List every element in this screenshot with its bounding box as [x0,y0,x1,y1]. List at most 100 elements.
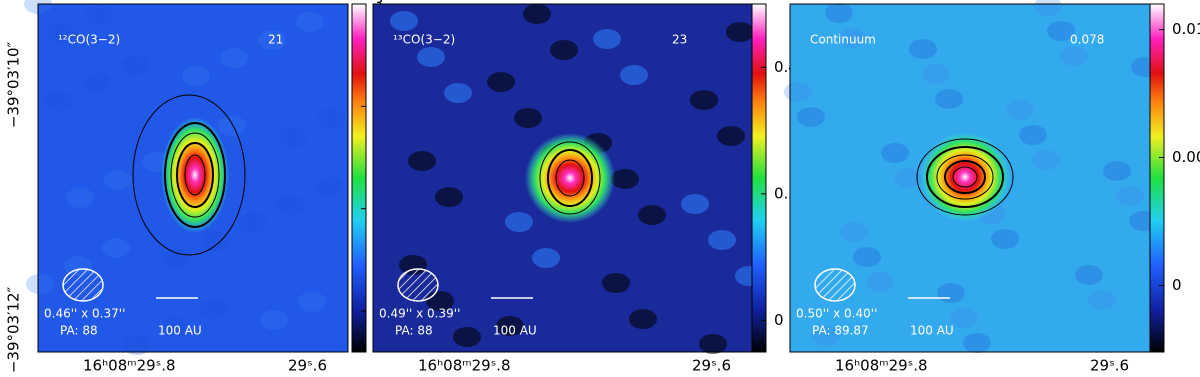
noise [1103,161,1131,181]
noise [453,327,481,347]
noise [894,168,922,188]
noise [699,334,727,354]
noise [1019,125,1047,145]
noise [408,151,436,171]
noise [514,108,542,128]
contour [926,146,1004,208]
noise [523,4,551,24]
noise [708,230,736,250]
noise [66,188,94,208]
noise [550,40,578,60]
noise [182,66,210,86]
noise [260,310,288,330]
noise [163,249,191,269]
noise [784,82,812,102]
scale-label: 100 AU [910,324,954,338]
noise [390,11,418,31]
noise [1060,46,1088,66]
noise [123,335,151,355]
x-tick-label: 29ˢ.6 [288,357,327,375]
y-tick-label: −39°03′10″ [5,41,23,128]
noise [1116,186,1144,206]
noise [991,229,1019,249]
noise [1047,21,1075,41]
peak-value: 0.078 [1070,33,1104,47]
noise [83,73,111,93]
colorbar [751,3,767,353]
noise [611,169,639,189]
beam-size: 0.49'' x 0.39'' [379,307,460,321]
noise [45,91,73,111]
contour [952,166,978,188]
noise [726,22,754,42]
noise [279,127,307,147]
noise [487,72,515,92]
colorbar [1149,3,1165,353]
x-tick-label: 16ʰ08ᵐ29ˢ.8 [418,357,511,375]
noise [881,143,909,163]
noise [317,109,345,129]
noise [26,274,54,294]
noise [937,283,965,303]
noise [218,116,246,136]
noise [102,238,130,258]
noise [104,170,132,190]
noise [935,89,963,109]
y-tick-label: −39°03′12″ [5,286,23,373]
contour [916,138,1014,216]
noise [444,83,472,103]
x-tick-label: 16ʰ08ᵐ29ˢ.8 [83,357,176,375]
contour [555,159,585,197]
noise [840,222,868,242]
noise [866,272,894,292]
noise [277,195,305,215]
noise [199,299,227,319]
noise [496,316,524,336]
contour [164,122,226,228]
peak-value: 21 [268,33,283,47]
noise [963,333,991,353]
noise [629,309,657,329]
beam-pa: PA: 88 [395,324,433,338]
noise [681,194,709,214]
contour [176,142,214,208]
noise [838,28,866,48]
beam-size: 0.46'' x 0.37'' [44,307,125,321]
noise [950,308,978,328]
noise [620,65,648,85]
colorbar-tick-label: 0 [1172,276,1182,294]
scale-label: 100 AU [493,324,537,338]
beam-size: 0.50'' x 0.40'' [796,307,877,321]
image-frame [37,3,349,353]
beam-pa: PA: 89.87 [812,324,869,338]
noise [161,317,189,337]
noise [1075,265,1103,285]
noise [690,90,718,110]
x-tick-label: 16ʰ08ᵐ29ˢ.8 [835,357,928,375]
noise [909,39,937,59]
noise [505,212,533,232]
noise [315,177,343,197]
noise [922,64,950,84]
emission [525,133,615,223]
noise [853,247,881,267]
noise [121,55,149,75]
colorbar-tick-label: 0.005 [1172,148,1200,166]
noise [296,12,324,32]
noise [532,248,560,268]
noise [825,3,853,23]
contour [132,94,246,256]
x-tick-label: 29ˢ.6 [692,357,731,375]
line-name: Continuum [810,33,876,47]
contour [944,160,986,194]
line-name: ¹³CO(3−2) [393,33,455,47]
peak-value: 23 [672,33,687,47]
scale-label: 100 AU [158,324,202,338]
noise [717,126,745,146]
contour [547,149,593,207]
x-tick-label: 29ˢ.6 [1090,357,1129,375]
noise [1088,290,1116,310]
line-name: ¹²CO(3−2) [58,33,120,47]
noise [1032,150,1060,170]
